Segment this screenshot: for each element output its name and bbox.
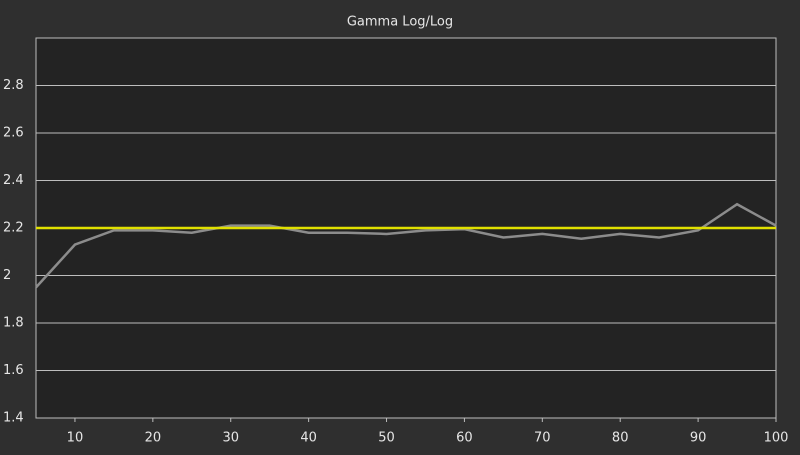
y-tick-label: 2	[3, 268, 11, 283]
chart-title: Gamma Log/Log	[347, 15, 453, 30]
x-tick-label: 80	[612, 431, 629, 446]
x-tick-label: 40	[300, 431, 317, 446]
y-tick-label: 2.8	[3, 78, 24, 93]
y-tick-label: 1.6	[3, 363, 24, 378]
x-tick-label: 50	[378, 431, 395, 446]
x-tick-label: 90	[690, 431, 707, 446]
y-tick-label: 2.6	[3, 126, 24, 141]
y-tick-label: 1.8	[3, 316, 24, 331]
x-tick-label: 10	[67, 431, 84, 446]
y-tick-label: 2.4	[3, 173, 24, 188]
x-tick-label: 30	[222, 431, 239, 446]
x-tick-label: 20	[145, 431, 162, 446]
y-tick-label: 2.2	[3, 221, 24, 236]
x-tick-label: 70	[534, 431, 551, 446]
x-tick-label: 60	[456, 431, 473, 446]
y-tick-label: 1.4	[3, 411, 24, 426]
x-tick-label: 100	[764, 431, 789, 446]
data-line	[35, 202, 777, 289]
